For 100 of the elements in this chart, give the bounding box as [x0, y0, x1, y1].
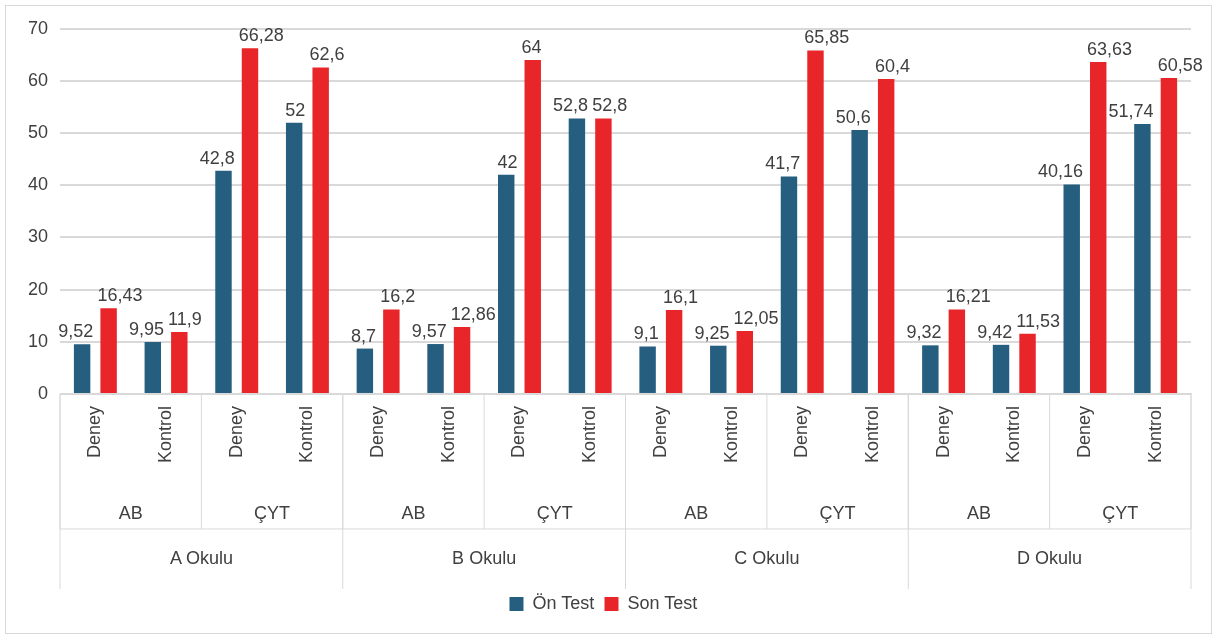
- data-label: 16,21: [945, 286, 991, 307]
- data-label: 12,86: [450, 303, 496, 324]
- data-label: 50,6: [835, 106, 871, 127]
- data-label: 11,9: [168, 308, 202, 329]
- bar: [427, 344, 444, 393]
- bar: [356, 348, 374, 393]
- x-tick-label: Kontrol: [155, 405, 176, 464]
- y-tick-label: 50: [27, 122, 49, 143]
- bar: [1090, 62, 1107, 393]
- bar: [1134, 124, 1151, 393]
- text: D Okulu: [1017, 547, 1083, 568]
- data-label: 9,25: [694, 322, 730, 343]
- bar: [807, 50, 824, 393]
- x-tick-label: Deney: [1073, 405, 1094, 458]
- text: ÇYT: [819, 502, 856, 523]
- x-tick-label: Deney: [225, 405, 246, 458]
- text: C Okulu: [734, 547, 800, 568]
- bar: [171, 331, 188, 393]
- bar: [285, 122, 303, 393]
- data-label: 40,16: [1037, 161, 1083, 182]
- x-tick-label: Kontrol: [720, 405, 741, 464]
- bar: [1063, 184, 1080, 393]
- data-label: 12,05: [733, 308, 779, 329]
- data-label: 52,8: [592, 95, 628, 116]
- data-label: 16,43: [97, 285, 143, 306]
- data-label: 52: [285, 99, 306, 120]
- y-tick-label: 40: [27, 174, 49, 195]
- legend-label: Ön Test: [532, 592, 595, 613]
- bar: [73, 344, 91, 393]
- x-tick-label: Kontrol: [1003, 405, 1024, 464]
- data-label: 52,8: [553, 95, 589, 116]
- bar: [595, 118, 612, 393]
- data-label: 16,2: [380, 286, 416, 307]
- bar: [948, 309, 966, 393]
- x-tick-label: Deney: [649, 405, 670, 458]
- text: ÇYT: [1102, 502, 1139, 523]
- data-label: 65,85: [804, 27, 850, 48]
- y-tick-label: 60: [27, 69, 49, 90]
- data-label: 66,28: [238, 25, 284, 46]
- x-tick-label: Deney: [367, 405, 388, 458]
- text: ÇYT: [536, 502, 573, 523]
- data-label: 9,32: [906, 322, 942, 343]
- bar: [100, 308, 117, 393]
- data-label: 9,42: [977, 321, 1013, 342]
- bar: [851, 130, 868, 393]
- data-label: 16,1: [662, 286, 698, 307]
- data-label: 60,58: [1157, 54, 1203, 75]
- bar: [665, 309, 683, 393]
- bar: [241, 48, 259, 393]
- text: AB: [401, 502, 426, 523]
- bar: [568, 118, 586, 393]
- bar: [1019, 333, 1036, 393]
- data-label: 9,95: [128, 319, 165, 340]
- x-tick-label: Deney: [84, 405, 105, 458]
- x-tick-label: Kontrol: [861, 405, 882, 464]
- y-tick-label: 20: [27, 278, 49, 299]
- y-tick-label: 30: [27, 226, 49, 247]
- text: AB: [684, 502, 709, 523]
- data-label: 9,1: [633, 323, 659, 344]
- data-label: 42,8: [199, 147, 235, 168]
- data-label: 11,53: [1016, 310, 1061, 331]
- data-label: 60,4: [874, 55, 910, 76]
- text: AB: [118, 502, 143, 523]
- x-tick-label: Deney: [508, 405, 529, 458]
- text: B Okulu: [452, 547, 517, 568]
- bar: [877, 78, 895, 393]
- bar: [312, 67, 329, 393]
- bar: [1160, 77, 1178, 393]
- data-label: 41,7: [765, 153, 801, 174]
- x-tick-label: Deney: [791, 405, 812, 458]
- x-tick-label: Kontrol: [296, 405, 317, 464]
- bar: [383, 309, 400, 393]
- bar: [922, 345, 939, 393]
- y-tick-label: 70: [27, 17, 49, 38]
- x-tick-label: Kontrol: [1144, 405, 1165, 464]
- text: AB: [966, 502, 991, 523]
- bar: [992, 344, 1010, 393]
- data-label: 51,74: [1108, 101, 1154, 122]
- data-label: 9,52: [58, 321, 94, 342]
- bar: [780, 176, 798, 393]
- y-tick-label: 10: [27, 330, 49, 351]
- data-label: 64: [521, 37, 542, 58]
- bar: [639, 346, 656, 393]
- data-label: 8,7: [351, 325, 377, 346]
- data-label: 42: [497, 151, 518, 172]
- y-tick-label: 0: [38, 382, 49, 403]
- text: ÇYT: [254, 502, 291, 523]
- x-tick-label: Deney: [932, 405, 953, 458]
- bar: [144, 342, 162, 393]
- x-tick-label: Kontrol: [579, 405, 600, 464]
- x-tick-label: Kontrol: [437, 405, 458, 464]
- bar: [710, 345, 727, 393]
- bar: [498, 174, 515, 393]
- data-label: 62,6: [309, 44, 345, 65]
- data-label: 63,63: [1087, 39, 1133, 59]
- data-label: 9,57: [411, 321, 447, 342]
- bar: [524, 60, 541, 393]
- bar: [736, 331, 754, 393]
- bar: [215, 170, 232, 393]
- text: A Okulu: [169, 547, 233, 568]
